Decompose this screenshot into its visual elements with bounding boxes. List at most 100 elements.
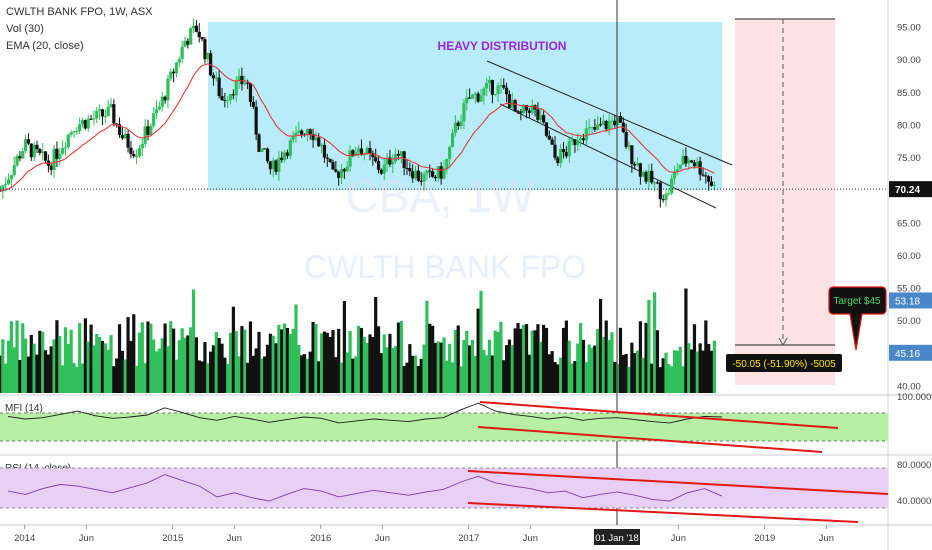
- price-tick-label: 60.00: [897, 251, 921, 262]
- candle-body: [396, 153, 401, 156]
- volume-bar: [66, 344, 70, 393]
- volume-bar: [567, 340, 571, 393]
- candle-body: [712, 184, 716, 186]
- candle-body: [277, 157, 281, 172]
- volume-bar: [445, 360, 449, 393]
- candle-body: [26, 139, 31, 144]
- volume-bar: [479, 290, 483, 393]
- candle-body: [379, 169, 383, 174]
- candle-body: [43, 151, 48, 161]
- candle-body: [288, 140, 292, 156]
- candle-body: [601, 120, 605, 126]
- volume-bar: [405, 362, 409, 393]
- candle-body: [672, 171, 677, 179]
- volume-bar: [120, 350, 124, 393]
- candle-body: [365, 147, 369, 154]
- candle-body: [311, 134, 315, 141]
- candle-body: [450, 133, 455, 147]
- volume-bar: [203, 341, 207, 393]
- candle-body: [157, 106, 161, 110]
- ema-legend[interactable]: EMA (20, close): [6, 40, 84, 52]
- candle-body: [331, 162, 335, 170]
- volume-bar: [678, 346, 682, 393]
- candle-body: [462, 103, 466, 122]
- candle-body: [692, 162, 697, 167]
- candle-body: [516, 111, 520, 113]
- candle-body: [320, 144, 324, 147]
- candle-body: [146, 126, 150, 135]
- candle-body: [544, 122, 549, 136]
- candle-body: [547, 135, 551, 140]
- mfi-tick-label: 100.0000: [897, 392, 932, 403]
- candle-body: [325, 157, 329, 159]
- candle-body: [448, 146, 452, 159]
- volume-bar: [482, 349, 486, 393]
- volume-bar: [450, 362, 455, 393]
- candle-body: [453, 122, 457, 134]
- volume-bar: [368, 334, 372, 393]
- volume-bar: [396, 322, 401, 393]
- candle-body: [584, 128, 588, 141]
- volume-bar: [26, 356, 31, 393]
- candle-body: [701, 174, 705, 176]
- volume-bar: [18, 359, 22, 393]
- volume-bar: [510, 345, 514, 393]
- volume-bar: [709, 350, 714, 393]
- candle-body: [709, 181, 714, 186]
- volume-bar: [519, 328, 523, 393]
- volume-bar: [4, 363, 8, 393]
- volume-bar: [667, 364, 671, 393]
- volume-bar: [359, 328, 364, 393]
- volume-bar: [593, 345, 597, 393]
- candle-body: [203, 39, 207, 60]
- rsi-band: [0, 468, 888, 508]
- volume-bar: [189, 327, 193, 393]
- volume-bar: [52, 339, 56, 393]
- volume-bar: [271, 335, 275, 393]
- volume-bar: [695, 351, 699, 393]
- candle-body: [285, 152, 290, 156]
- candle-body: [439, 166, 443, 179]
- volume-bar: [183, 337, 187, 393]
- price-tag-53: [889, 292, 932, 309]
- candle-body: [209, 53, 213, 76]
- volume-bar: [41, 331, 45, 393]
- volume-bar: [698, 343, 702, 393]
- time-tick-label: Jun: [375, 533, 390, 544]
- candle-body: [21, 151, 25, 159]
- volume-bar: [675, 350, 679, 393]
- candle-body: [140, 143, 144, 149]
- volume-bar: [536, 324, 540, 393]
- volume-bar: [115, 358, 119, 393]
- candle-body: [183, 40, 187, 47]
- candle-body: [166, 78, 170, 101]
- symbol-label[interactable]: CWLTH BANK FPO, 1W, ASX: [6, 6, 153, 18]
- volume-bar: [621, 354, 625, 393]
- volume-bar: [58, 335, 62, 393]
- candle-body: [573, 139, 577, 145]
- candle-body: [616, 116, 620, 126]
- candle-body: [559, 149, 563, 164]
- volume-bar: [214, 332, 218, 393]
- candle-body: [502, 85, 506, 88]
- volume-bar: [132, 314, 136, 393]
- price-tick-label: 90.00: [897, 55, 921, 66]
- volume-bar: [135, 365, 139, 393]
- volume-bar: [633, 353, 637, 393]
- candle-body: [137, 148, 142, 157]
- candle-body: [6, 179, 11, 184]
- volume-bar: [302, 354, 307, 393]
- candle-body: [283, 152, 287, 161]
- candle-body: [388, 157, 392, 165]
- volume-legend[interactable]: Vol (30): [6, 23, 44, 35]
- candle-body: [317, 137, 321, 147]
- volume-bar: [530, 330, 534, 393]
- candle-body: [339, 169, 344, 178]
- volume-bar: [12, 347, 16, 393]
- volume-bar: [254, 348, 258, 393]
- candle-body: [274, 160, 278, 172]
- volume-bar: [650, 363, 654, 393]
- volume-bar: [49, 346, 53, 393]
- volume-bar: [351, 358, 355, 393]
